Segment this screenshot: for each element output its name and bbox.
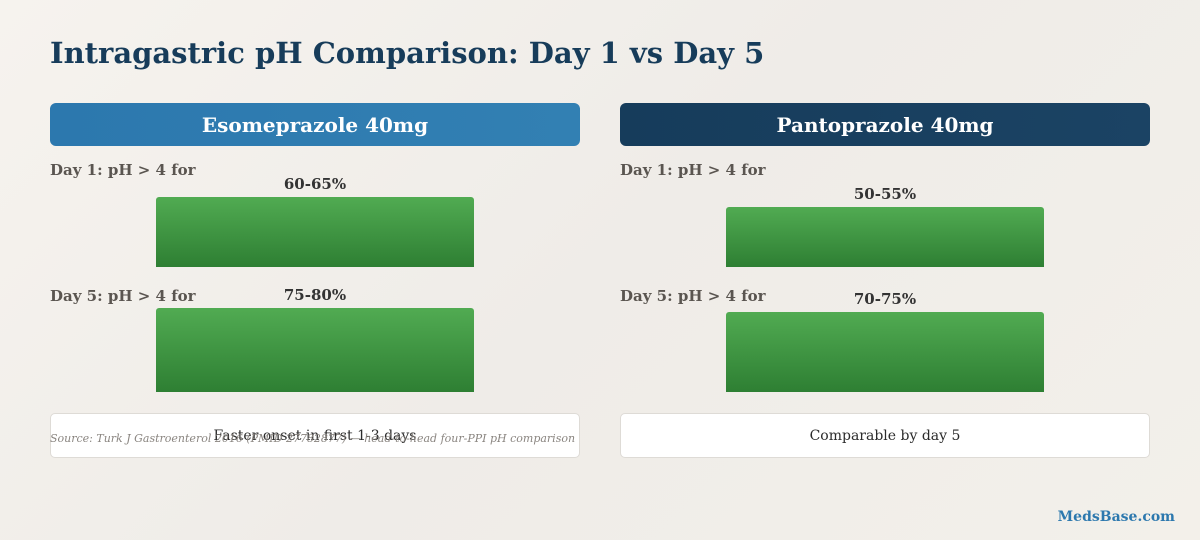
day1-value-label: 60-65% — [283, 175, 347, 193]
day1-bar — [156, 197, 474, 267]
day1-value-label: 50-55% — [853, 185, 917, 203]
esomeprazole-header: Esomeprazole 40mg — [50, 103, 580, 146]
day1-label: Day 1: pH > 4 for — [620, 161, 766, 179]
pantoprazole-note: Comparable by day 5 — [620, 413, 1150, 458]
day5-label: Day 5: pH > 4 for — [620, 287, 766, 305]
source-citation: Source: Turk J Gastroenterol 2016 (PMID … — [50, 432, 576, 445]
esomeprazole-panel: Esomeprazole 40mg Day 1: pH > 4 for 60-6… — [50, 103, 580, 463]
brand-link[interactable]: MedsBase.com — [1057, 509, 1175, 525]
day5-bar — [726, 312, 1044, 392]
day5-value-label: 70-75% — [853, 290, 917, 308]
day1-bar — [726, 207, 1044, 267]
day5-bar — [156, 308, 474, 392]
esomeprazole-note: Faster onset in first 1-3 days — [50, 413, 580, 458]
pantoprazole-panel: Pantoprazole 40mg Day 1: pH > 4 for 50-5… — [620, 103, 1150, 463]
chart-title: Intragastric pH Comparison: Day 1 vs Day… — [50, 36, 765, 70]
day1-label: Day 1: pH > 4 for — [50, 161, 196, 179]
day5-value-label: 75-80% — [283, 286, 347, 304]
pantoprazole-header: Pantoprazole 40mg — [620, 103, 1150, 146]
day5-label: Day 5: pH > 4 for — [50, 287, 196, 305]
